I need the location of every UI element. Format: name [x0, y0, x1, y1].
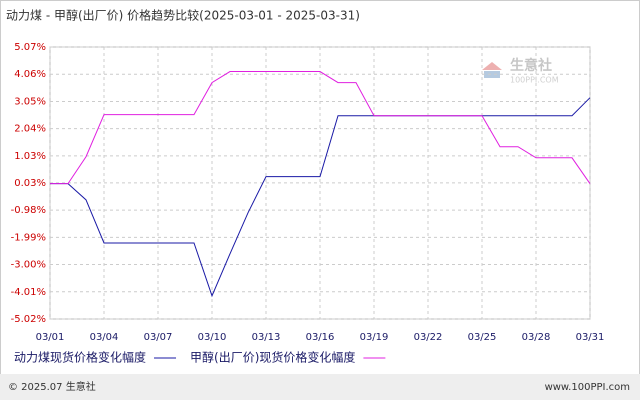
footer-copyright: © 2025.07 生意社 [8, 380, 96, 393]
y-tick-label: -5.02% [11, 314, 46, 325]
y-tick-label: -3.00% [11, 260, 46, 271]
footer-band [0, 374, 640, 400]
legend-label: 甲醇(出厂价)现货价格变化幅度 [190, 350, 355, 365]
watermark-logo [484, 71, 500, 78]
chart-title: 动力煤 - 甲醇(出厂价) 价格趋势比较(2025-03-01 - 2025-0… [6, 8, 360, 23]
watermark-name: 生意社 [510, 57, 552, 74]
x-tick-label: 03/31 [576, 332, 605, 343]
watermark-site: 100PPI.COM [510, 76, 559, 85]
x-tick-label: 03/25 [468, 332, 497, 343]
y-tick-label: 5.07% [14, 42, 46, 53]
x-tick-label: 03/22 [414, 332, 443, 343]
x-tick-label: 03/16 [306, 332, 335, 343]
x-tick-label: 03/04 [90, 332, 119, 343]
y-tick-label: 4.06% [14, 69, 46, 80]
footer-url: www.100PPI.com [545, 382, 630, 393]
x-tick-label: 03/19 [360, 332, 389, 343]
series-line [50, 97, 591, 298]
watermark: 生意社 100PPI.COM [482, 57, 559, 85]
x-tick-label: 03/07 [144, 332, 173, 343]
x-tick-label: 03/01 [36, 332, 65, 343]
watermark-logo [482, 62, 502, 70]
y-tick-label: 1.03% [14, 151, 46, 162]
x-tick-label: 03/28 [522, 332, 551, 343]
x-tick-label: 03/13 [252, 332, 281, 343]
y-tick-label: 0.03% [14, 178, 46, 189]
y-tick-label: -0.98% [11, 205, 46, 216]
x-tick-label: 03/10 [198, 332, 227, 343]
series-line [50, 71, 591, 185]
y-tick-label: 2.04% [14, 124, 46, 135]
y-tick-label: -1.99% [11, 232, 46, 243]
y-tick-label: -4.01% [11, 287, 46, 298]
y-tick-label: 3.05% [14, 96, 46, 107]
legend-label: 动力煤现货价格变化幅度 [14, 350, 146, 365]
